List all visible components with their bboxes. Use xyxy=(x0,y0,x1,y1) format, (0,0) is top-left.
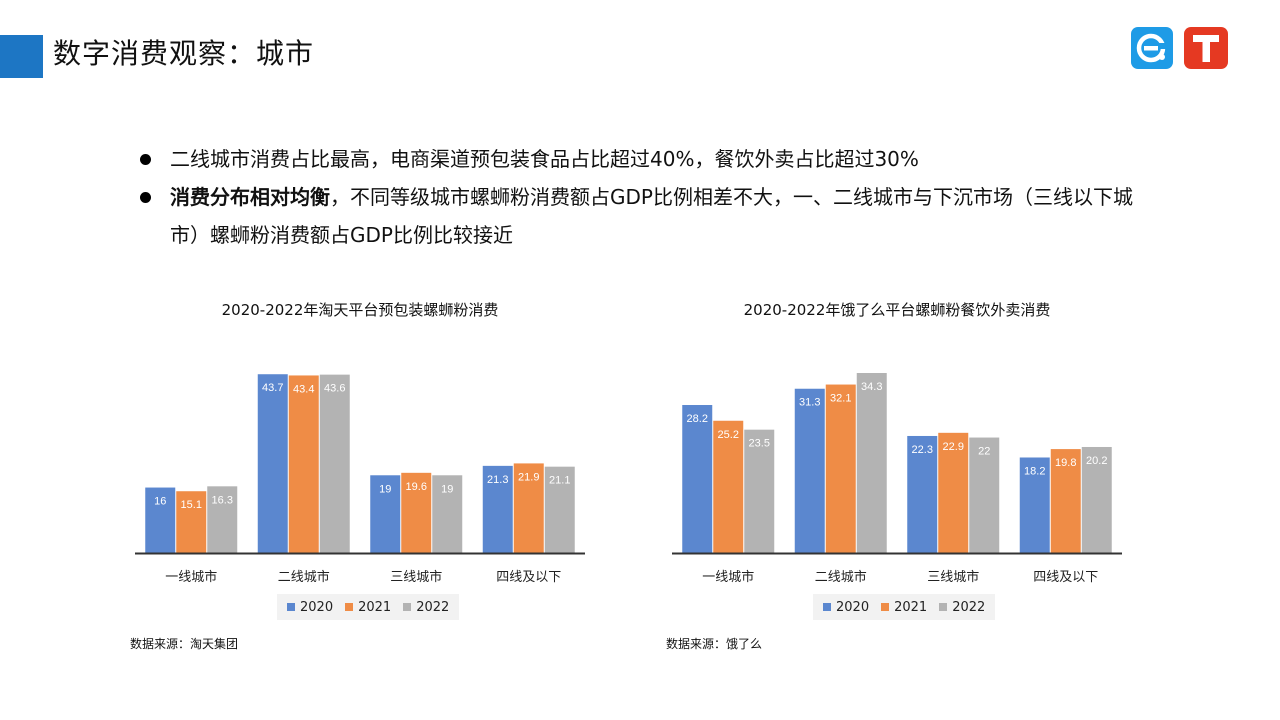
legend-swatch-icon xyxy=(939,603,948,611)
data-label: 28.2 xyxy=(687,413,708,425)
chart-title-eleme: 2020-2022年饿了么平台螺蛳粉餐饮外卖消费 xyxy=(743,301,1051,319)
data-label: 16.3 xyxy=(212,494,233,506)
legend-label: 2022 xyxy=(952,599,986,615)
bar-2021-2 xyxy=(825,384,856,553)
legend-swatch-icon xyxy=(287,603,295,611)
legend-label: 2021 xyxy=(894,599,928,615)
bullet-dot-icon xyxy=(140,154,151,165)
bar-2020-1 xyxy=(145,487,176,553)
data-label: 19 xyxy=(379,483,391,495)
data-label: 43.6 xyxy=(324,383,345,395)
legend-swatch-icon xyxy=(345,603,354,611)
chart-legend-taotian: 2020 2021 2022 xyxy=(277,594,460,620)
bullet-dot-icon xyxy=(140,192,151,203)
bullet-list: 二线城市消费占比最高，电商渠道预包装食品占比超过40%，餐饮外卖占比超过30% … xyxy=(140,140,1140,254)
title-accent-bar xyxy=(0,35,43,78)
data-label: 22 xyxy=(978,446,990,458)
bar-2021-4 xyxy=(1050,449,1081,553)
legend-label: 2020 xyxy=(300,599,334,615)
bar-2020-4 xyxy=(482,465,513,553)
data-label: 19 xyxy=(441,483,453,495)
legend-item-2021: 2021 xyxy=(881,600,927,615)
category-label: 三线城市 xyxy=(390,569,442,585)
data-source-taotian: 数据来源：淘天集团 xyxy=(130,637,239,651)
bar-2022-4 xyxy=(544,466,575,553)
legend-item-2020: 2020 xyxy=(823,600,869,615)
legend-item-2022: 2022 xyxy=(403,600,449,615)
data-label: 20.2 xyxy=(1086,455,1107,467)
bar-2022-3 xyxy=(969,437,1000,553)
bar-2022-2 xyxy=(319,374,350,553)
legend-label: 2021 xyxy=(358,599,392,615)
data-source-eleme: 数据来源：饿了么 xyxy=(666,637,763,651)
category-label: 三线城市 xyxy=(927,569,979,585)
bar-2021-1 xyxy=(176,491,207,553)
data-label: 21.1 xyxy=(549,475,570,487)
data-label: 19.6 xyxy=(406,481,427,493)
data-label: 23.5 xyxy=(749,438,770,450)
bar-2020-1 xyxy=(682,405,713,553)
data-label: 21.9 xyxy=(518,471,539,483)
bar-2020-4 xyxy=(1019,457,1050,553)
data-label: 43.4 xyxy=(293,383,314,395)
data-label: 22.3 xyxy=(912,444,933,456)
data-label: 19.8 xyxy=(1055,457,1076,469)
page-title: 数字消费观察：城市 xyxy=(53,37,315,70)
tmall-logo-icon xyxy=(1184,27,1228,69)
eleme-logo-icon xyxy=(1131,27,1173,69)
bar-2022-1 xyxy=(207,486,238,553)
data-label: 18.2 xyxy=(1024,465,1045,477)
bar-2021-3 xyxy=(938,432,969,553)
bar-2022-3 xyxy=(432,475,463,553)
legend-swatch-icon xyxy=(823,603,831,611)
bullet-item: 二线城市消费占比最高，电商渠道预包装食品占比超过40%，餐饮外卖占比超过30% xyxy=(140,140,1140,178)
bar-chart-taotian: 16 15.1 16.3 一线城市 43.7 43.4 43.6 二线城市 19 19.6 19 三线… xyxy=(135,374,585,585)
category-label: 一线城市 xyxy=(702,569,754,585)
bar-2021-1 xyxy=(713,420,744,553)
legend-item-2021: 2021 xyxy=(345,600,391,615)
legend-label: 2020 xyxy=(836,599,870,615)
bar-2020-2 xyxy=(257,374,288,553)
bar-2021-3 xyxy=(401,472,432,553)
legend-label: 2022 xyxy=(416,599,450,615)
legend-swatch-icon xyxy=(403,603,412,611)
bar-2021-4 xyxy=(513,463,544,553)
data-label: 25.2 xyxy=(718,429,739,441)
bullet-text: 二线城市消费占比最高，电商渠道预包装食品占比超过40%，餐饮外卖占比超过30% xyxy=(170,147,919,171)
bar-2022-1 xyxy=(744,429,775,553)
bar-2020-3 xyxy=(907,435,938,553)
category-label: 二线城市 xyxy=(278,569,330,585)
data-label: 15.1 xyxy=(181,499,202,511)
category-label: 四线及以下 xyxy=(1033,570,1098,585)
bar-2020-3 xyxy=(370,475,401,553)
data-label: 16 xyxy=(154,496,166,508)
bullet-item: 消费分布相对均衡，不同等级城市螺蛳粉消费额占GDP比例相差不大，一、二线城市与下… xyxy=(140,178,1140,254)
legend-item-2020: 2020 xyxy=(287,600,333,615)
bar-chart-eleme: 28.2 25.2 23.5 一线城市 31.3 32.1 34.3 二线城市 22.3 22.9… xyxy=(672,373,1122,585)
chart-title-taotian: 2020-2022年淘天平台预包装螺蛳粉消费 xyxy=(221,301,499,319)
data-label: 34.3 xyxy=(861,381,882,393)
bullet-text: ，不同等级城市螺蛳粉消费额占GDP比例相差不大，一、二线城市与下沉市场（三线以下… xyxy=(170,185,1133,247)
data-label: 21.3 xyxy=(487,474,508,486)
bar-2020-2 xyxy=(794,388,825,553)
bullet-bold-text: 消费分布相对均衡 xyxy=(170,185,330,209)
category-label: 一线城市 xyxy=(165,569,217,585)
data-label: 22.9 xyxy=(943,441,964,453)
chart-legend-eleme: 2020 2021 2022 xyxy=(813,594,996,620)
bar-2021-2 xyxy=(288,375,319,553)
category-label: 四线及以下 xyxy=(496,570,561,585)
legend-swatch-icon xyxy=(881,603,890,611)
category-label: 二线城市 xyxy=(815,569,867,585)
data-label: 43.7 xyxy=(262,382,283,394)
data-label: 32.1 xyxy=(830,393,851,405)
bar-2022-2 xyxy=(856,373,887,553)
legend-item-2022: 2022 xyxy=(939,600,985,615)
bar-2022-4 xyxy=(1081,446,1112,553)
data-label: 31.3 xyxy=(799,397,820,409)
